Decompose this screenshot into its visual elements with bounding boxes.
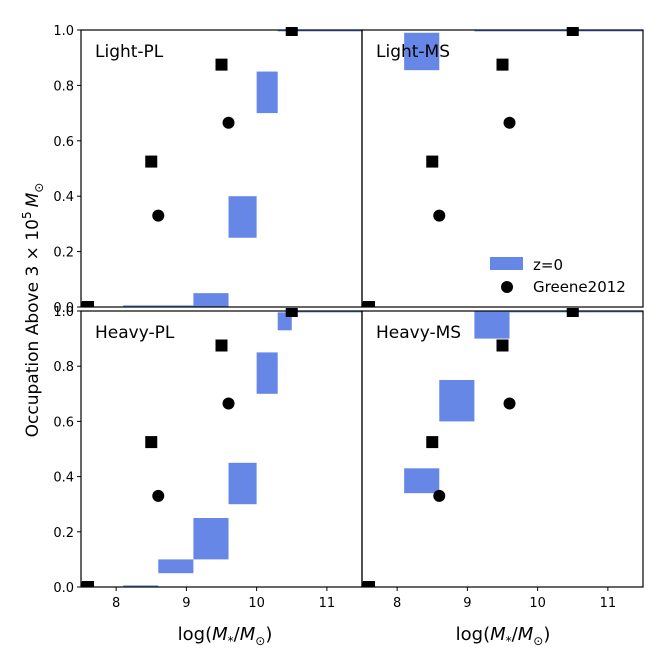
observed-square (215, 58, 228, 71)
panel-title: Light-MS (376, 42, 450, 62)
observed-square (145, 436, 158, 449)
panel-plot-area (362, 308, 643, 587)
legend-label-greene2012: Greene2012 (533, 278, 626, 296)
model-box (193, 518, 229, 560)
observed-square (82, 581, 95, 587)
y-tick-label: 0.4 (53, 190, 74, 205)
legend-marker-greene2012 (501, 281, 513, 293)
panel-title: Light-PL (95, 42, 164, 62)
y-tick-label: 0.8 (53, 79, 74, 94)
observed-square (145, 155, 158, 168)
observed-square (496, 339, 509, 352)
panel-plot-area (362, 27, 643, 307)
panel-frame (361, 310, 644, 588)
y-tick-label: 0.2 (53, 526, 74, 541)
x-tick-label: 11 (319, 596, 336, 611)
model-box (439, 380, 475, 422)
observed-square (566, 308, 579, 317)
observed-circle (503, 116, 516, 129)
model-box (193, 293, 229, 307)
model-box (256, 71, 278, 114)
y-tick-label: 0.0 (53, 581, 74, 596)
x-tick-label: 10 (248, 596, 265, 611)
x-tick-label: 8 (393, 596, 401, 611)
observed-circle (152, 209, 165, 222)
y-tick-label: 0.6 (53, 415, 74, 430)
y-tick-label: 0.4 (53, 471, 74, 486)
y-axis-label: Occupation Above 3 × 105M⊙ (20, 183, 46, 438)
observed-square (215, 339, 228, 352)
panel-frame (361, 29, 644, 308)
y-tick-label: 1.0 (53, 24, 74, 39)
observed-square (285, 27, 298, 36)
observed-square (363, 301, 376, 307)
y-tick-label: 0.2 (53, 246, 74, 261)
observed-square (82, 301, 95, 307)
model-box (158, 559, 194, 574)
panels-layer: Light-PL 0.0 0.2 0.4 0.6 0.8 1.0 Light-MS Heavy-… (53, 24, 644, 611)
panel-4: Heavy-MS 8 9 10 11 (361, 308, 644, 611)
panel-title: Heavy-PL (95, 323, 175, 343)
panel-plot-area (81, 308, 362, 587)
panel-frame (80, 29, 363, 308)
observed-circle (222, 116, 235, 129)
model-box (228, 196, 257, 238)
observed-square (566, 27, 579, 36)
observed-square (285, 308, 298, 317)
panel-2: Light-MS (361, 27, 644, 308)
y-tick-label: 1.0 (53, 305, 74, 320)
legend: z=0 Greene2012 (490, 256, 626, 296)
observed-circle (222, 397, 235, 410)
observed-square (426, 436, 439, 449)
y-tick-label: 0.6 (53, 135, 74, 150)
observed-circle (433, 209, 446, 222)
model-box (404, 468, 440, 494)
observed-circle (503, 397, 516, 410)
model-box (123, 305, 194, 307)
y-tick-label: 0.8 (53, 360, 74, 375)
model-box (404, 32, 440, 71)
model-box (256, 352, 278, 394)
x-tick-label: 9 (182, 596, 190, 611)
model-box (123, 585, 159, 587)
observed-square (496, 58, 509, 71)
x-tick-label: 9 (463, 596, 471, 611)
panel-title: Heavy-MS (376, 323, 461, 343)
x-tick-label: 11 (600, 596, 617, 611)
x-axis-label-left: log(M*/M⊙) (178, 624, 273, 648)
x-tick-label: 8 (112, 596, 120, 611)
panel-1: Light-PL 0.0 0.2 0.4 0.6 0.8 1.0 (53, 24, 363, 316)
observed-square (363, 581, 376, 587)
legend-label-z0: z=0 (533, 256, 563, 274)
legend-patch-z0 (490, 257, 523, 270)
x-axis-label-right: log(M*/M⊙) (456, 624, 551, 648)
panel-plot-area (81, 27, 362, 307)
observed-circle (433, 489, 446, 502)
x-tick-label: 10 (529, 596, 546, 611)
observed-square (426, 155, 439, 168)
panel-3: Heavy-PL 0.0 0.2 0.4 0.6 0.8 1.0 8 9 10 11 (53, 305, 363, 611)
y-tick-label: 0.0 (53, 301, 74, 316)
model-box (474, 311, 510, 339)
model-box (228, 462, 257, 505)
observed-circle (152, 489, 165, 502)
